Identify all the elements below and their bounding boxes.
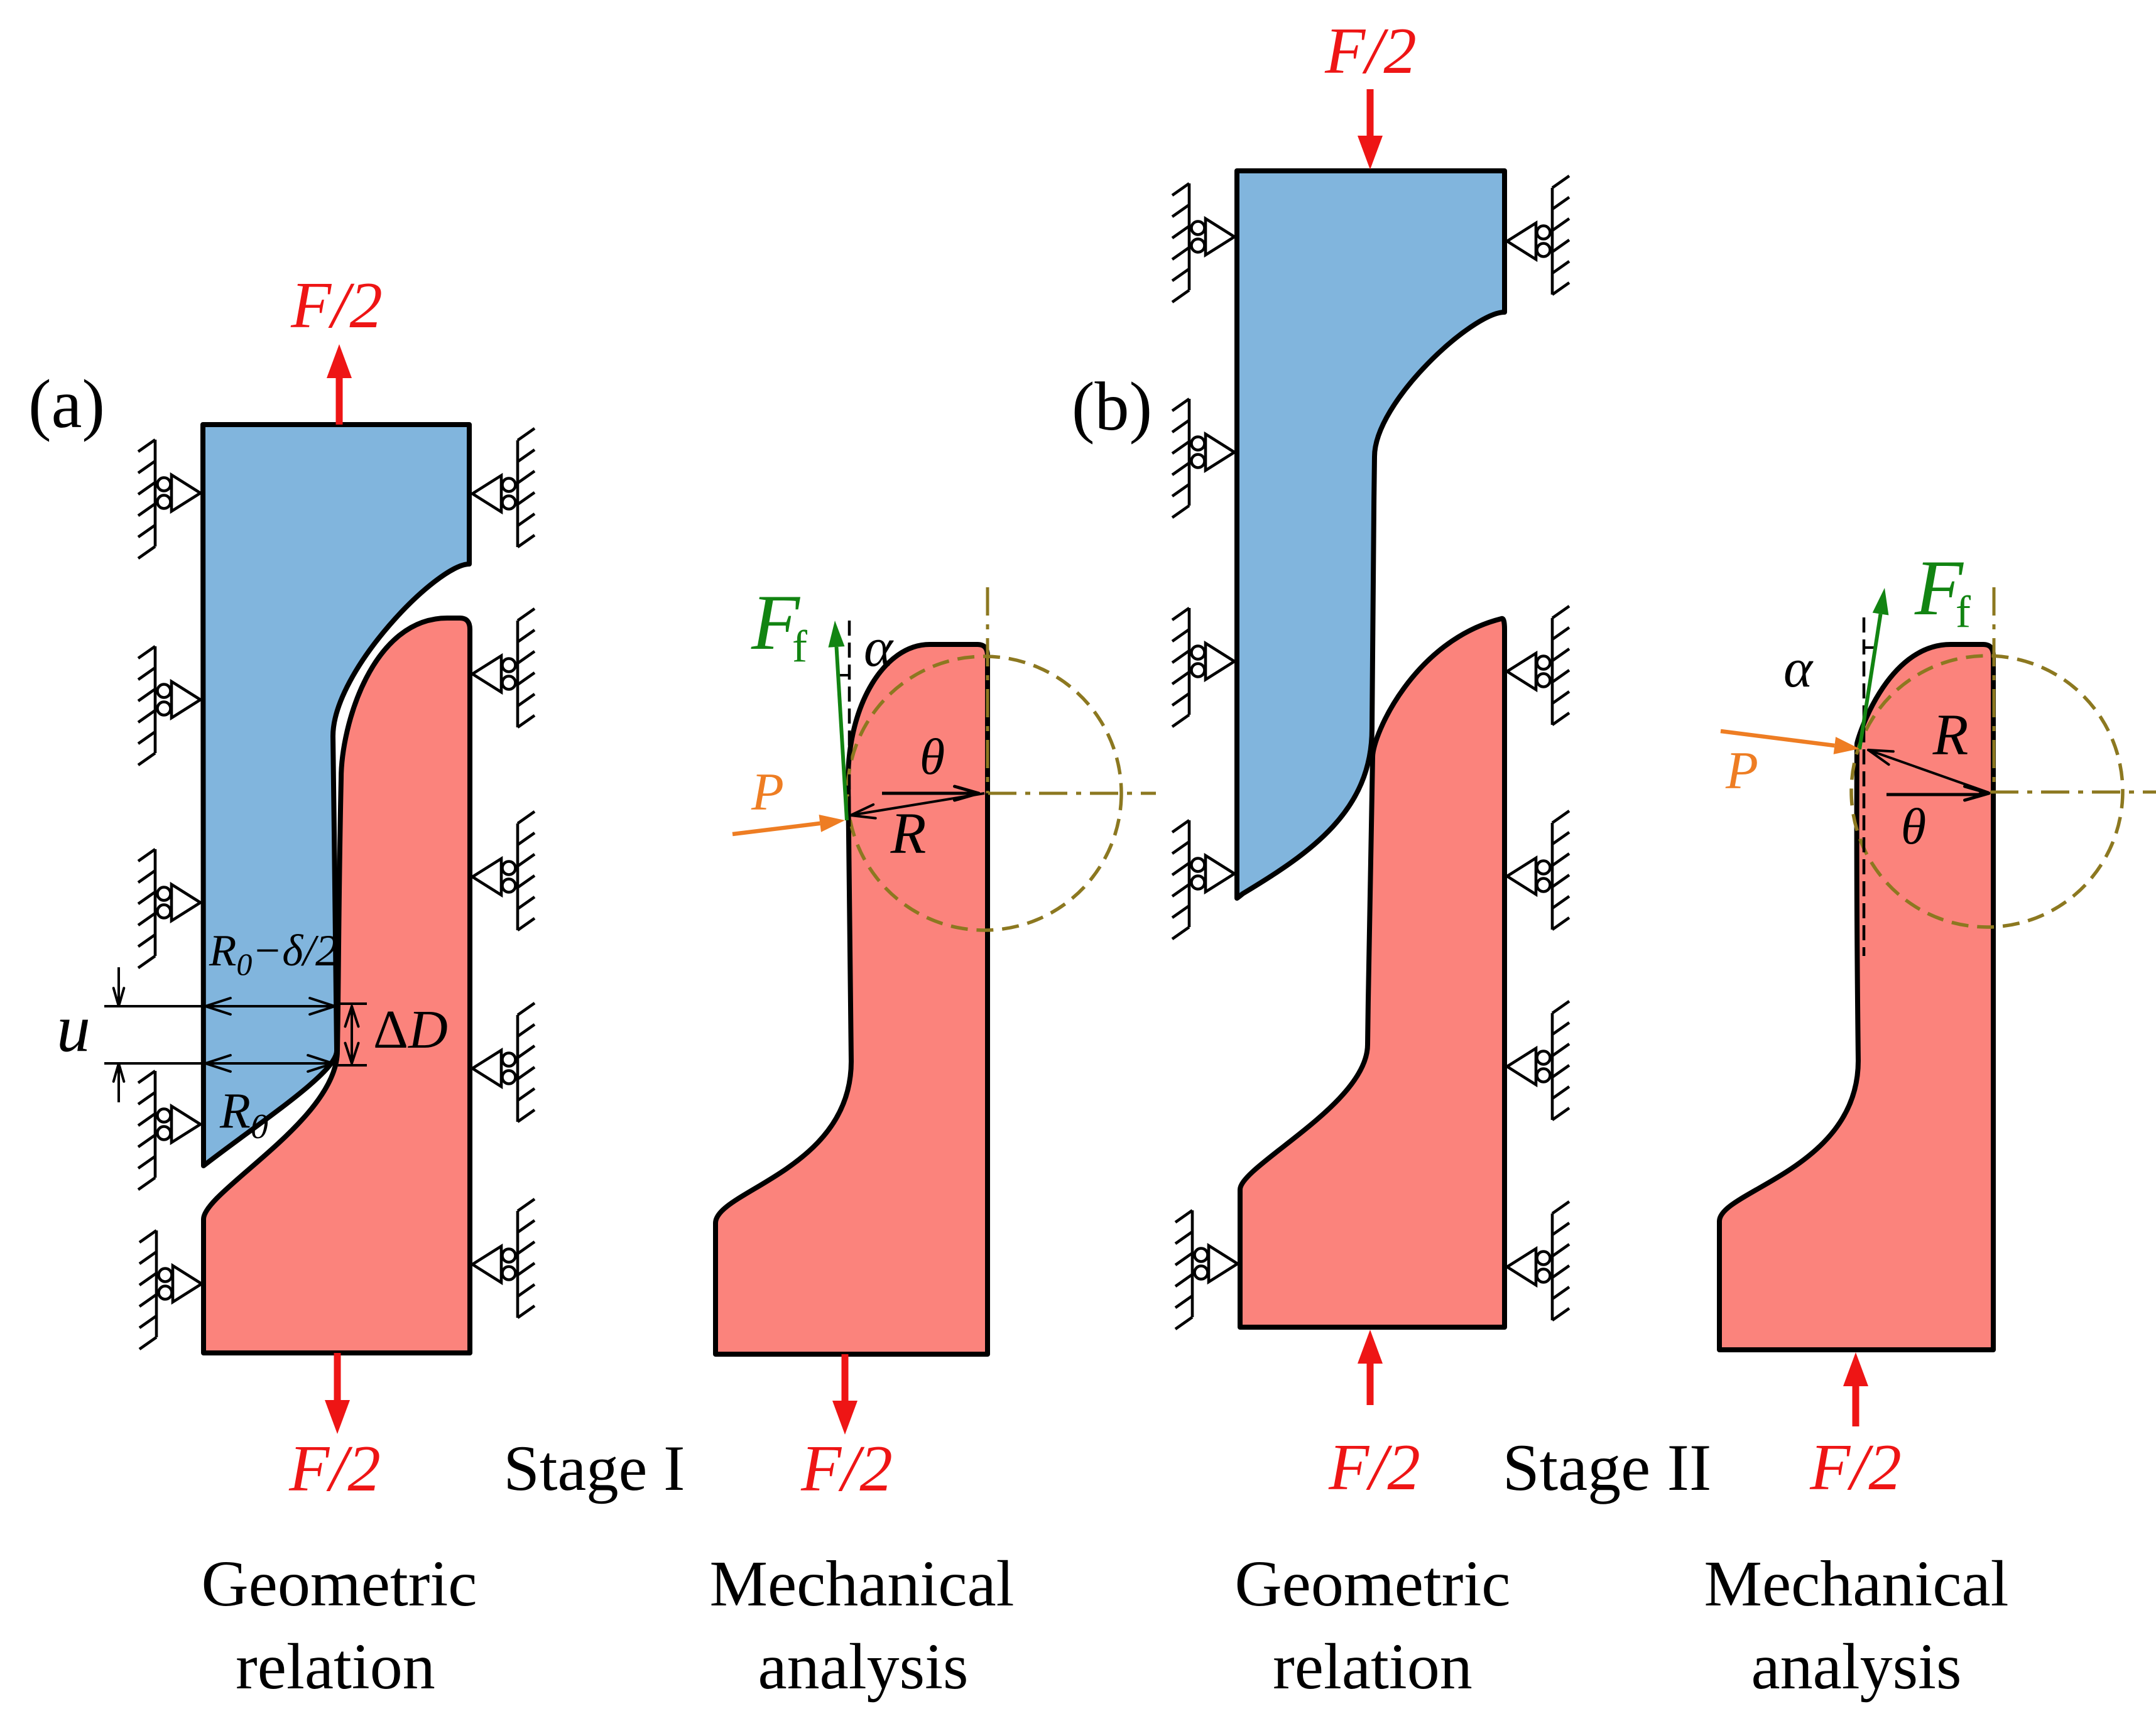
svg-text:F/2: F/2 [1324,14,1417,87]
svg-text:θ: θ [1901,798,1926,855]
svg-text:Stage I: Stage I [504,1433,685,1504]
svg-text:analysis: analysis [758,1631,968,1703]
svg-text:R: R [890,801,927,866]
svg-text:F/2: F/2 [800,1431,893,1505]
svg-text:F/2: F/2 [1809,1430,1902,1504]
svg-text:α: α [1783,638,1814,699]
svg-text:(a): (a) [28,366,105,442]
svg-text:Geometric: Geometric [202,1548,477,1620]
svg-text:Ff: Ff [1914,545,1971,637]
svg-text:Geometric: Geometric [1235,1548,1511,1620]
svg-text:relation: relation [1273,1631,1473,1703]
svg-text:F/2: F/2 [290,268,383,342]
svg-text:ΔD: ΔD [373,999,448,1060]
svg-text:F/2: F/2 [1328,1430,1420,1504]
svg-text:u: u [57,991,90,1066]
svg-text:Mechanical: Mechanical [1704,1548,2008,1620]
svg-text:Stage II: Stage II [1503,1431,1712,1504]
svg-text:R0−δ/2: R0−δ/2 [209,926,338,982]
svg-text:θ: θ [920,728,945,785]
svg-text:P: P [1725,741,1758,800]
svg-text:P: P [751,763,784,822]
svg-text:analysis: analysis [1751,1631,1961,1703]
svg-text:R0: R0 [219,1083,268,1146]
svg-text:relation: relation [236,1631,435,1703]
svg-text:R: R [1932,703,1969,768]
svg-text:(b): (b) [1072,368,1152,445]
svg-text:Mechanical: Mechanical [709,1548,1014,1620]
svg-text:F/2: F/2 [288,1431,381,1505]
svg-text:α: α [864,617,894,678]
svg-text:Ff: Ff [751,579,807,671]
